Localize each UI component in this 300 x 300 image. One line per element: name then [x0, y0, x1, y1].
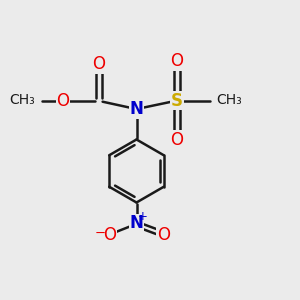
Text: +: +	[138, 210, 148, 224]
Text: O: O	[170, 52, 184, 70]
Text: O: O	[103, 226, 116, 244]
Text: S: S	[171, 92, 183, 110]
Text: N: N	[130, 214, 143, 232]
Text: CH₃: CH₃	[216, 94, 242, 107]
Text: O: O	[56, 92, 70, 110]
Text: −: −	[95, 227, 106, 240]
Text: CH₃: CH₃	[9, 94, 34, 107]
Text: O: O	[157, 226, 170, 244]
Text: O: O	[170, 131, 184, 149]
Text: N: N	[130, 100, 143, 118]
Text: O: O	[92, 55, 106, 73]
